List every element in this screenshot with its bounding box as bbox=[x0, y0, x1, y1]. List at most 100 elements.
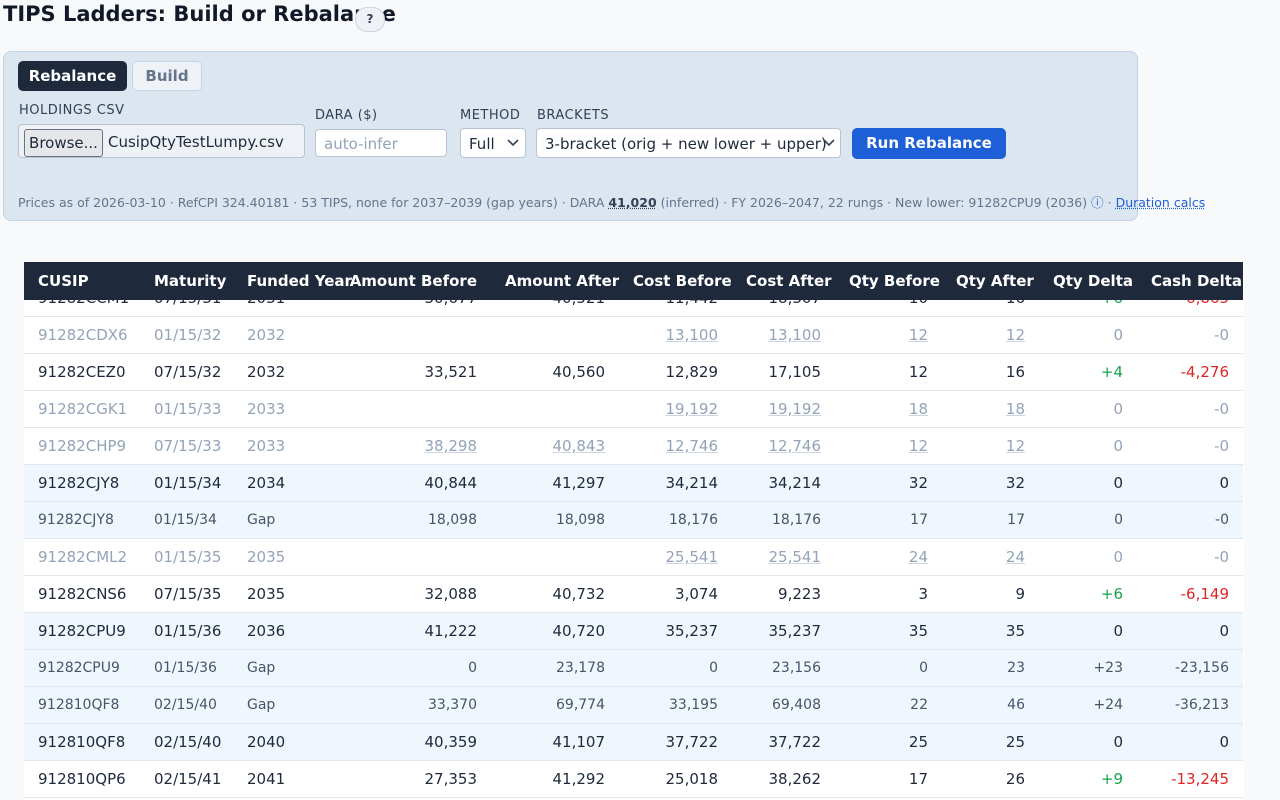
cell: 01/15/34 bbox=[140, 464, 233, 502]
cell-text: 0 bbox=[919, 660, 928, 676]
cell-text: 01/15/34 bbox=[154, 512, 217, 528]
cell: 33,521 bbox=[333, 353, 491, 391]
cell-text: 2036 bbox=[247, 622, 286, 640]
cell-text: 12,746 bbox=[768, 437, 822, 455]
cell: 02/15/40 bbox=[140, 686, 233, 724]
cell: 37,722 bbox=[732, 723, 835, 761]
tab-rebalance[interactable]: Rebalance bbox=[18, 61, 127, 91]
cell-text: 23 bbox=[1007, 660, 1025, 676]
cell-text: 35 bbox=[908, 622, 928, 640]
status-line: Prices as of 2026-03-10 · RefCPI 324.401… bbox=[18, 192, 1205, 211]
label: HOLDINGS CSV bbox=[19, 103, 125, 118]
separator: · bbox=[1107, 195, 1112, 210]
cell-text: 01/15/35 bbox=[154, 548, 222, 566]
cell: 19,192 bbox=[619, 390, 732, 428]
cell: 2032 bbox=[233, 353, 333, 391]
table-row: 912810QF8 02/15/40 Gap 33,370 69,774 33,195 69… bbox=[24, 686, 1243, 724]
cell: 2040 bbox=[233, 723, 333, 761]
cell-text: 0 bbox=[1113, 326, 1123, 344]
table-row: 91282CDX6 01/15/32 2032 13,100 13,100 12 12 0 -0 bbox=[24, 316, 1243, 354]
cell: 12,746 bbox=[619, 427, 732, 465]
cell-text: 2032 bbox=[247, 363, 286, 381]
cell: 38,262 bbox=[732, 760, 835, 798]
cell-text: 33,195 bbox=[669, 697, 718, 713]
cell-text: 69,408 bbox=[772, 697, 821, 713]
cell: 11,442 bbox=[619, 300, 732, 317]
cell: Gap bbox=[233, 501, 333, 539]
cell-text: -23,156 bbox=[1174, 660, 1229, 676]
cell bbox=[491, 390, 619, 428]
cell-text: 33,521 bbox=[424, 363, 478, 381]
cell: 0 bbox=[1137, 464, 1243, 502]
browse-button[interactable]: Browse... bbox=[24, 129, 103, 157]
cell: 91282CJY8 bbox=[24, 464, 140, 502]
cell-text: 41,222 bbox=[424, 622, 478, 640]
cell: -23,156 bbox=[1137, 649, 1243, 687]
tab-build[interactable]: Build bbox=[132, 61, 202, 91]
cell-text: 17 bbox=[910, 512, 928, 528]
cell-text: 2031 bbox=[247, 300, 285, 307]
cell-text: 0 bbox=[1113, 733, 1123, 751]
cell: 0 bbox=[333, 649, 491, 687]
cell: 12,746 bbox=[732, 427, 835, 465]
cell-text: 34,214 bbox=[768, 474, 822, 492]
cell: 9 bbox=[942, 575, 1039, 613]
cell-text: 2033 bbox=[247, 437, 286, 455]
cell: 12 bbox=[942, 427, 1039, 465]
cell-text: 91282CCM1 bbox=[38, 300, 129, 307]
table-row: 91282CHP9 07/15/33 2033 38,298 40,843 12,746 1… bbox=[24, 427, 1243, 465]
cell: 91282CPU9 bbox=[24, 612, 140, 650]
cell-text: 2033 bbox=[247, 400, 286, 418]
column-header: Funded Year bbox=[233, 262, 352, 300]
cell: 32 bbox=[942, 464, 1039, 502]
table-row: 912810QP6 02/15/41 2041 27,353 41,292 25,018 3… bbox=[24, 760, 1243, 798]
cell: 32 bbox=[835, 464, 942, 502]
cell-text: 17,105 bbox=[768, 363, 822, 381]
cell-text: 0 bbox=[1219, 622, 1229, 640]
cell: 25,541 bbox=[619, 538, 732, 576]
cell: 35 bbox=[835, 612, 942, 650]
cell: 17 bbox=[835, 760, 942, 798]
cell-text: 46 bbox=[1007, 697, 1025, 713]
cell-text: 12 bbox=[908, 363, 928, 381]
cell-text: 16 bbox=[1005, 363, 1025, 381]
duration-link[interactable]: Duration calcs bbox=[1115, 195, 1206, 210]
column-header: CUSIP bbox=[24, 262, 140, 300]
column-header: Qty Before bbox=[835, 262, 942, 300]
cell-text: +24 bbox=[1093, 697, 1123, 713]
cell: 18,098 bbox=[333, 501, 491, 539]
cell: +9 bbox=[1039, 760, 1137, 798]
cell: 18 bbox=[942, 390, 1039, 428]
cell: 40,359 bbox=[333, 723, 491, 761]
cell: 38,298 bbox=[333, 427, 491, 465]
cell: -6,149 bbox=[1137, 575, 1243, 613]
cell-text: 13,100 bbox=[665, 326, 719, 344]
cell-text: 23,156 bbox=[772, 660, 821, 676]
cell: 34,214 bbox=[619, 464, 732, 502]
cell: Gap bbox=[233, 649, 333, 687]
cell-text: 40,720 bbox=[552, 622, 606, 640]
brackets-select[interactable]: 3-bracket (orig + new lower + upper) bbox=[536, 128, 841, 158]
run-button[interactable]: Run Rebalance bbox=[852, 128, 1006, 159]
cell-text: 18 bbox=[908, 400, 928, 418]
cell: 17,105 bbox=[732, 353, 835, 391]
cell: 25 bbox=[942, 723, 1039, 761]
cell: 13,100 bbox=[732, 316, 835, 354]
dara-input[interactable]: auto-infer bbox=[315, 129, 447, 157]
cell-text: 18,098 bbox=[428, 512, 477, 528]
cell: 12 bbox=[835, 427, 942, 465]
column-header: Amount Before bbox=[333, 262, 491, 300]
cell: 9,223 bbox=[732, 575, 835, 613]
cell: -36,213 bbox=[1137, 686, 1243, 724]
help-button[interactable]: ? bbox=[355, 7, 385, 32]
cell: +24 bbox=[1039, 686, 1137, 724]
cell-text: 13,100 bbox=[768, 326, 822, 344]
info-icon[interactable]: ⓘ bbox=[1091, 195, 1104, 210]
column-header: Amount After bbox=[491, 262, 619, 300]
cell-text: 41,292 bbox=[552, 770, 606, 788]
cell: 2031 bbox=[233, 300, 333, 317]
cell-text: 91282CML2 bbox=[38, 548, 128, 566]
cell: 41,222 bbox=[333, 612, 491, 650]
cell: 16 bbox=[942, 353, 1039, 391]
